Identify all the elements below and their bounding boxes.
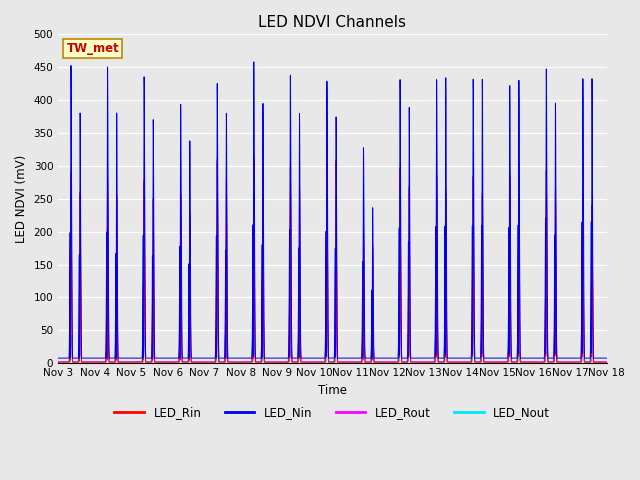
Title: LED NDVI Channels: LED NDVI Channels	[259, 15, 406, 30]
Legend: LED_Rin, LED_Nin, LED_Rout, LED_Nout: LED_Rin, LED_Nin, LED_Rout, LED_Nout	[109, 401, 555, 423]
X-axis label: Time: Time	[318, 384, 347, 397]
Y-axis label: LED NDVI (mV): LED NDVI (mV)	[15, 155, 28, 243]
Text: TW_met: TW_met	[67, 42, 119, 55]
